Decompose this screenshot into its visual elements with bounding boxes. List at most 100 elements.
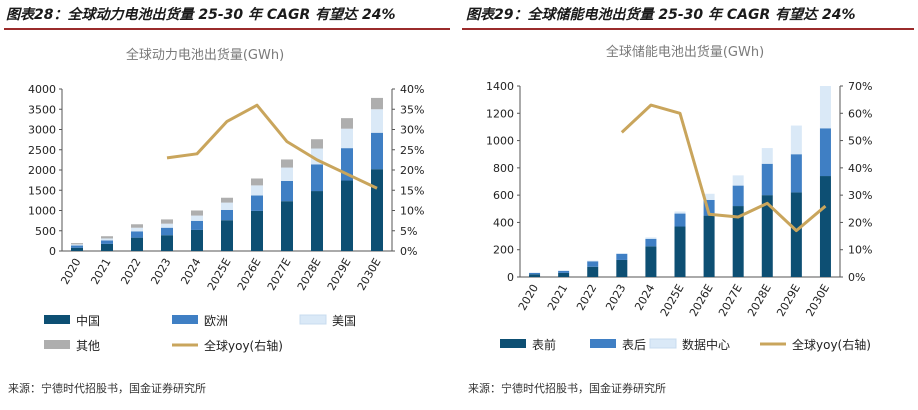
storage-bar-1 — [529, 272, 541, 275]
storage-x-tick-label: 2025E — [658, 282, 687, 319]
power-legend-label: 全球yoy(右轴) — [204, 338, 283, 353]
power-bar-2 — [191, 215, 203, 221]
storage-x-tick-label: 2026E — [687, 282, 716, 319]
power-bar-1 — [131, 231, 143, 238]
storage-bar-2 — [616, 253, 628, 254]
power-y2-tick-label: 30% — [400, 124, 424, 137]
power-yoy-line — [166, 103, 378, 190]
storage-x-tick-label: 2027E — [716, 282, 745, 319]
storage-y2-tick-label: 20% — [848, 216, 872, 229]
power-x-tick-label: 2023 — [148, 256, 173, 287]
power-bar-0 — [131, 237, 143, 251]
right-figure-title: 图表29：全球储能电池出货量 25-30 年 CAGR 有望达 24% — [466, 7, 856, 23]
storage-bar-1 — [790, 154, 802, 193]
power-bar-3 — [221, 197, 233, 203]
power-legend-swatch — [44, 340, 70, 349]
power-bar-3 — [341, 118, 353, 129]
storage-x-tick-label: 2030E — [803, 282, 832, 319]
power-legend-label: 欧洲 — [204, 314, 228, 328]
power-bar-1 — [71, 245, 83, 248]
storage-bar-1 — [587, 261, 599, 267]
storage-bar-2 — [703, 193, 715, 200]
power-legend-label: 美国 — [332, 314, 356, 328]
storage-bar-0 — [732, 206, 744, 277]
left-figure-title: 图表28：全球动力电池出货量 25-30 年 CAGR 有望达 24% — [6, 7, 396, 23]
storage-y-tick-label: 800 — [493, 162, 514, 175]
power-bar-3 — [191, 210, 203, 216]
power-bar-2 — [71, 244, 83, 246]
power-bar-3 — [101, 236, 113, 239]
storage-bar-2 — [732, 175, 744, 186]
power-bar-2 — [221, 202, 233, 210]
power-bar-1 — [281, 180, 293, 202]
power-bar-3 — [251, 178, 263, 186]
power-y-tick-label: 500 — [35, 225, 56, 238]
power-y-tick-label: 3500 — [28, 103, 56, 116]
power-y2-tick-label: 25% — [400, 144, 424, 157]
power-x-tick-label: 2025E — [205, 256, 234, 293]
power-bar-0 — [371, 169, 383, 251]
storage-bar-0 — [761, 195, 773, 277]
power-bar-2 — [161, 223, 173, 228]
power-y-tick-label: 3000 — [28, 124, 56, 137]
power-bar-1 — [251, 195, 263, 211]
storage-bar-0 — [819, 176, 831, 277]
left-chart-panel: 全球动力电池出货量(GWh) 0 500 1000 1500 2000 2500 3000 35… — [0, 34, 452, 374]
storage-battery-chart: 全球储能电池出货量(GWh) 0 200 400 600 800 1000 1200 1400 0… — [486, 44, 872, 352]
power-bar-3 — [371, 97, 383, 110]
power-y-tick-label: 2500 — [28, 144, 56, 157]
power-bar-0 — [71, 247, 83, 251]
power-y-tick-label: 0 — [49, 245, 56, 258]
power-x-tick-label: 2021 — [88, 256, 113, 287]
power-bar-2 — [131, 227, 143, 232]
storage-y-tick-label: 1400 — [486, 80, 514, 93]
power-bar-0 — [251, 210, 263, 251]
power-x-tick-label: 2030E — [355, 256, 384, 293]
storage-y2-tick-label: 10% — [848, 244, 872, 257]
power-y-tick-label: 4000 — [28, 83, 56, 96]
storage-yoy-line — [620, 103, 827, 233]
power-bar-1 — [371, 132, 383, 170]
power-y2-tick-label: 0% — [400, 245, 417, 258]
storage-bar-0 — [587, 266, 599, 277]
power-bar-3 — [281, 159, 293, 168]
power-bar-2 — [281, 167, 293, 181]
storage-bar-0 — [674, 226, 686, 277]
storage-y2-tick-label: 40% — [848, 162, 872, 175]
right-source-note: 来源：宁德时代招股书，国金证券研究所 — [468, 382, 666, 395]
power-bar-1 — [311, 164, 323, 192]
storage-bar-0 — [645, 246, 657, 277]
storage-bar-1 — [616, 253, 628, 260]
storage-bar-2 — [819, 86, 831, 129]
storage-legend-label: 全球yoy(右轴) — [792, 337, 871, 352]
storage-bar-1 — [558, 270, 570, 273]
power-bar-0 — [341, 180, 353, 251]
storage-bar-2 — [761, 148, 773, 164]
storage-bar-1 — [645, 238, 657, 247]
power-bar-3 — [131, 224, 143, 228]
storage-bar-0 — [558, 272, 570, 277]
storage-bar-0 — [616, 259, 628, 277]
storage-legend-label: 表前 — [532, 337, 556, 352]
power-bar-3 — [311, 139, 323, 149]
storage-y-tick-label: 400 — [493, 216, 514, 229]
storage-x-tick-label: 2023 — [603, 282, 628, 313]
power-x-tick-label: 2029E — [325, 256, 354, 293]
power-bar-2 — [341, 128, 353, 149]
power-y-tick-label: 2000 — [28, 164, 56, 177]
storage-bar-0 — [790, 192, 802, 277]
storage-bar-2 — [674, 211, 686, 214]
power-bar-3 — [161, 219, 173, 224]
storage-x-tick-label: 2020 — [516, 282, 541, 313]
storage-y-tick-label: 600 — [493, 189, 514, 202]
power-y2-tick-label: 40% — [400, 83, 424, 96]
storage-y2-tick-label: 70% — [848, 80, 872, 93]
power-bar-2 — [101, 238, 113, 241]
power-y2-tick-label: 20% — [400, 164, 424, 177]
power-bar-0 — [221, 220, 233, 251]
storage-bar-1 — [703, 199, 715, 216]
storage-x-tick-label: 2029E — [774, 282, 803, 319]
power-legend-label: 中国 — [76, 313, 100, 328]
storage-bar-2 — [645, 237, 657, 239]
power-x-tick-label: 2028E — [295, 256, 324, 293]
